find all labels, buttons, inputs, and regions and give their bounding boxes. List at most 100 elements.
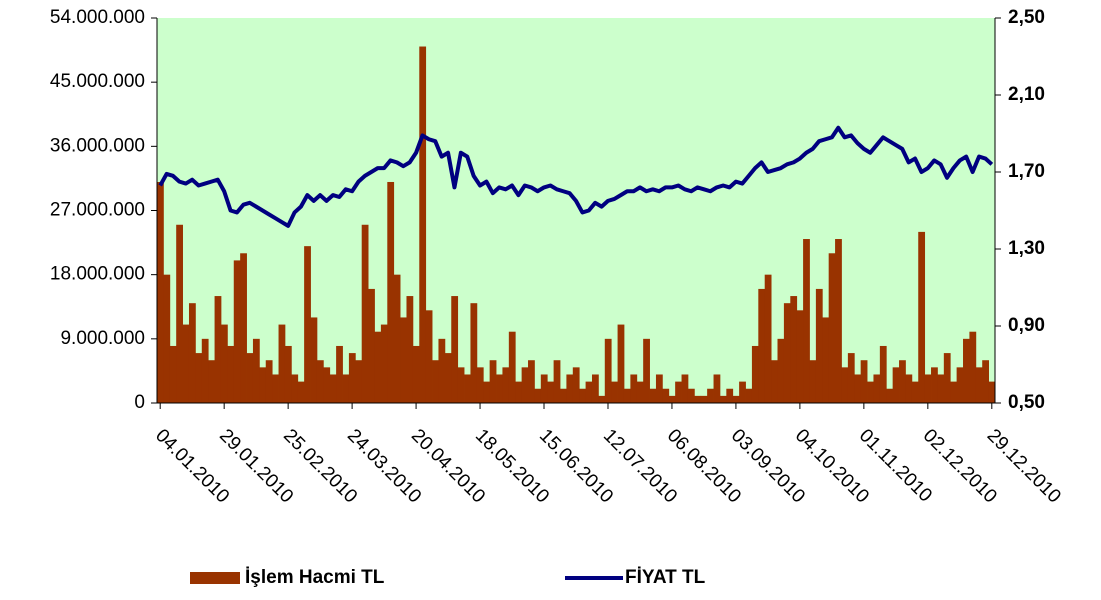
- bar: [521, 367, 529, 403]
- bar: [739, 381, 746, 403]
- bar: [879, 345, 887, 403]
- bar: [451, 296, 459, 403]
- bar: [169, 345, 177, 403]
- bar: [707, 388, 714, 403]
- bar: [540, 374, 548, 403]
- bar: [694, 395, 702, 403]
- bar: [534, 388, 542, 403]
- bar: [764, 274, 772, 403]
- bar: [400, 317, 407, 403]
- bar: [777, 338, 785, 403]
- bar: [163, 274, 171, 403]
- bar: [700, 395, 708, 403]
- bar: [240, 253, 247, 403]
- bar: [310, 317, 318, 403]
- bar: [438, 338, 446, 403]
- bar: [815, 288, 823, 403]
- bar: [508, 331, 516, 403]
- bar: [560, 388, 567, 403]
- bar: [316, 360, 324, 403]
- bar: [233, 260, 241, 403]
- y-tick-label: 36.000.000: [50, 135, 145, 156]
- bar: [496, 374, 503, 403]
- bar: [252, 338, 260, 403]
- bar: [476, 367, 484, 403]
- bar: [732, 395, 740, 403]
- bar: [790, 296, 798, 403]
- bar: [867, 381, 874, 403]
- bar: [591, 374, 599, 403]
- y-tick-label: 18.000.000: [50, 264, 145, 285]
- bar: [841, 367, 849, 403]
- y2-tick-label: 2,10: [1008, 84, 1045, 105]
- bar: [355, 360, 363, 403]
- bar: [937, 374, 945, 403]
- bar: [611, 381, 618, 403]
- bar: [860, 360, 868, 403]
- bar: [745, 388, 753, 403]
- bar: [643, 338, 650, 403]
- bar: [726, 388, 734, 403]
- bar: [291, 374, 299, 403]
- bar: [444, 353, 452, 403]
- bar: [783, 303, 791, 403]
- bar: [796, 310, 804, 403]
- bar: [201, 338, 209, 403]
- bar: [668, 395, 676, 403]
- bar: [380, 324, 388, 403]
- bar: [975, 367, 983, 403]
- bar: [617, 324, 625, 403]
- bar: [323, 367, 331, 403]
- bar: [470, 303, 478, 403]
- bar: [432, 360, 439, 403]
- bar: [758, 288, 766, 403]
- bar: [182, 324, 190, 403]
- bar: [342, 374, 350, 403]
- bar: [911, 381, 919, 403]
- bar: [579, 388, 586, 403]
- bar: [304, 246, 311, 403]
- bar: [566, 374, 574, 403]
- price-line: [158, 125, 994, 228]
- y2-tick-label: 0,90: [1008, 315, 1045, 336]
- bar: [361, 224, 369, 403]
- bar: [188, 303, 196, 403]
- y-tick-label: 27.000.000: [50, 200, 145, 221]
- y-tick-label: 54.000.000: [50, 7, 145, 28]
- bar: [835, 239, 842, 403]
- bar: [822, 317, 830, 403]
- y2-tick-label: 2,50: [1008, 7, 1045, 28]
- bar: [630, 374, 638, 403]
- bar: [406, 296, 414, 403]
- bar: [572, 367, 580, 403]
- bar: [348, 353, 356, 403]
- y2-tick-label: 1,30: [1008, 238, 1045, 259]
- bar: [969, 331, 977, 403]
- bar: [828, 253, 836, 403]
- legend-swatch: [190, 572, 240, 584]
- bar: [899, 360, 906, 403]
- bar: [195, 353, 203, 403]
- bar: [329, 374, 337, 403]
- bar: [662, 388, 670, 403]
- bar: [918, 231, 926, 403]
- bar: [259, 367, 267, 403]
- bar: [502, 367, 510, 403]
- bar: [419, 46, 427, 403]
- bar: [719, 395, 727, 403]
- bar: [528, 360, 535, 403]
- bar: [636, 381, 644, 403]
- bar: [950, 381, 958, 403]
- bar: [873, 374, 881, 403]
- bar: [368, 288, 375, 403]
- bar: [649, 388, 657, 403]
- bar: [598, 395, 606, 403]
- bar: [924, 374, 932, 403]
- bar: [675, 381, 682, 403]
- y-tick-label: 45.000.000: [50, 71, 145, 92]
- bar: [553, 360, 561, 403]
- bar: [713, 374, 721, 403]
- bar: [892, 367, 900, 403]
- bar: [515, 381, 523, 403]
- y2-tick-label: 1,70: [1008, 161, 1045, 182]
